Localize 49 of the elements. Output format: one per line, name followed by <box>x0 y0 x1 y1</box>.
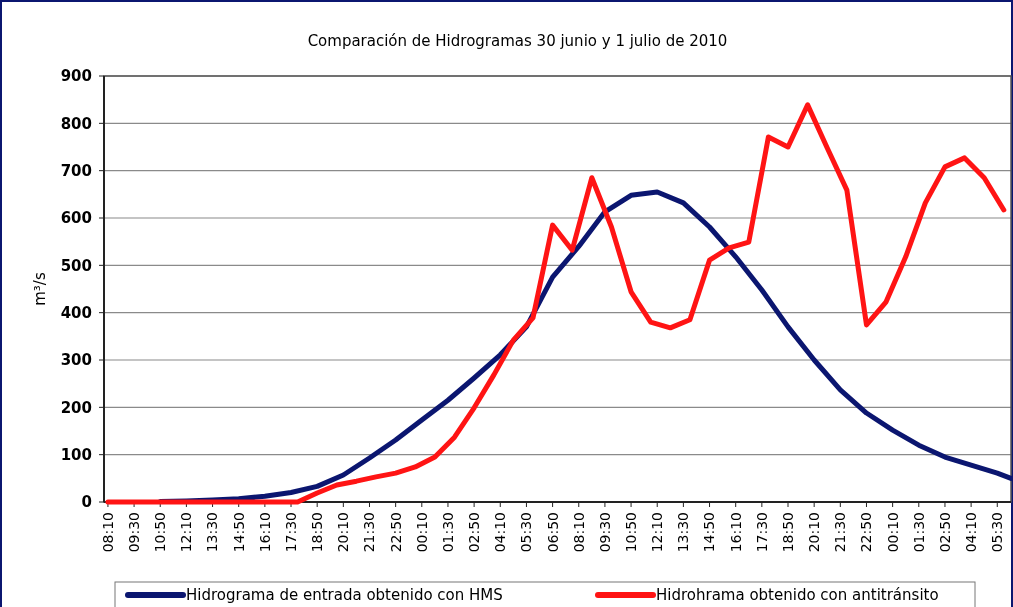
y-tick-label: 900 <box>60 67 92 86</box>
x-tick-label: 09:30 <box>125 512 142 553</box>
x-tick-label: 21:30 <box>361 512 378 553</box>
x-tick-label: 20:10 <box>335 512 352 553</box>
chart-title: Comparación de Hidrogramas 30 junio y 1 julio de 2010 <box>307 32 728 50</box>
x-tick-label: 10:50 <box>152 512 169 553</box>
y-tick-label: 300 <box>60 351 92 370</box>
x-tick-label: 17:30 <box>282 512 299 553</box>
x-tick-label: 13:30 <box>204 512 221 553</box>
y-tick-label: 500 <box>60 256 92 275</box>
x-tick-label: 02:50 <box>466 512 483 553</box>
x-tick-label: 00:10 <box>884 512 901 553</box>
x-tick-label: 22:50 <box>387 512 404 553</box>
x-tick-label: 00:10 <box>413 512 430 553</box>
x-tick-label: 14:50 <box>230 512 247 553</box>
legend-label: Hidrograma de entrada obtenido con HMS <box>186 586 503 605</box>
x-tick-label: 20:10 <box>806 512 823 553</box>
x-tick-label: 01:30 <box>439 512 456 553</box>
x-tick-label: 22:50 <box>858 512 875 553</box>
y-tick-label: 800 <box>60 114 92 133</box>
x-tick-label: 05:30 <box>518 512 535 553</box>
x-tick-label: 08:10 <box>570 512 587 553</box>
x-tick-label: 06:50 <box>544 512 561 553</box>
x-tick-label: 10:50 <box>622 512 639 553</box>
x-tick-label: 04:10 <box>963 512 980 553</box>
x-tick-label: 12:10 <box>649 512 666 553</box>
x-tick-label: 16:10 <box>727 512 744 553</box>
x-tick-label: 01:30 <box>910 512 927 553</box>
x-tick-label: 04:10 <box>492 512 509 553</box>
x-tick-label: 12:10 <box>178 512 195 553</box>
y-tick-label: 400 <box>60 303 92 322</box>
x-tick-label: 09:30 <box>596 512 613 553</box>
y-tick-label: 700 <box>60 161 92 180</box>
x-tick-label: 17:30 <box>753 512 770 553</box>
y-tick-label: 200 <box>60 398 92 417</box>
x-tick-label: 14:50 <box>701 512 718 553</box>
x-tick-label: 21:30 <box>832 512 849 553</box>
y-tick-label: 600 <box>60 209 92 228</box>
x-tick-label: 08:10 <box>99 512 116 553</box>
legend-label: Hidrohrama obtenido con antitránsito <box>656 586 939 605</box>
x-tick-label: 18:50 <box>309 512 326 553</box>
x-tick-label: 02:50 <box>936 512 953 553</box>
x-tick-label: 05:30 <box>989 512 1006 553</box>
y-tick-label: 0 <box>81 493 92 512</box>
x-tick-label: 16:10 <box>256 512 273 553</box>
x-tick-label: 18:50 <box>779 512 796 553</box>
y-tick-label: 100 <box>60 445 92 464</box>
x-tick-label: 13:30 <box>675 512 692 553</box>
y-axis-title: m³/s <box>31 272 49 306</box>
